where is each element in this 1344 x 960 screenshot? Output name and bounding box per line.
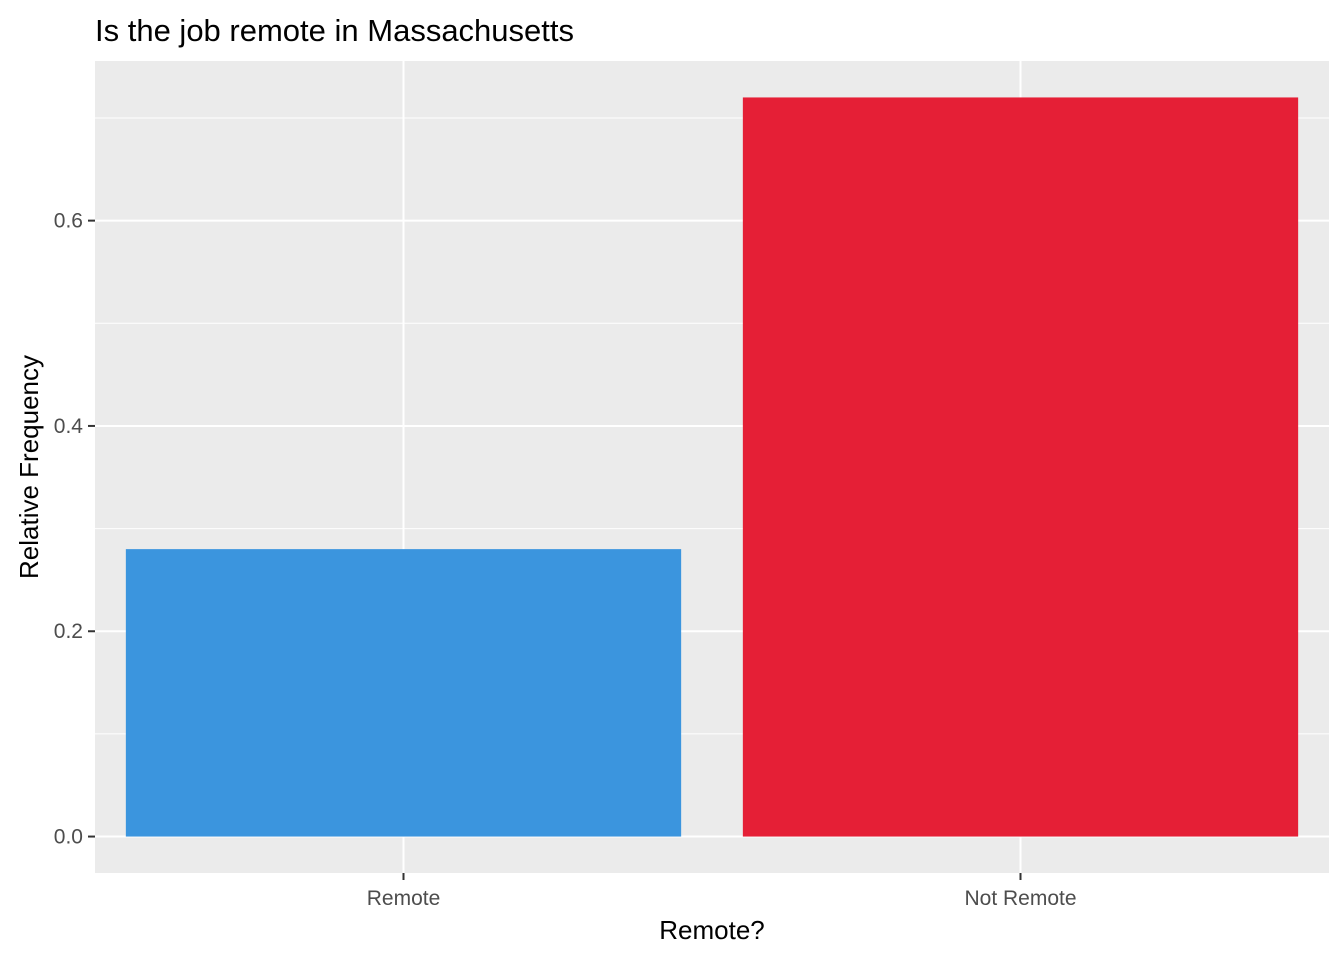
x-axis-title: Remote? [659,915,765,945]
y-tick-label: 0.4 [54,415,84,438]
bar-not-remote [742,97,1299,837]
bars [125,97,1299,837]
bar-remote [125,549,682,837]
y-tick-label: 0.0 [54,826,83,849]
y-tick-label: 0.2 [54,620,83,643]
y-axis-title: Relative Frequency [14,355,44,579]
x-axis: Remote Not Remote [367,873,1077,910]
chart-title: Is the job remote in Massachusetts [95,13,574,48]
x-tick-label: Remote [367,887,441,910]
y-axis: 0.0 0.2 0.4 0.6 [54,210,95,849]
x-tick-label: Not Remote [964,887,1076,910]
y-tick-label: 0.6 [54,210,83,233]
